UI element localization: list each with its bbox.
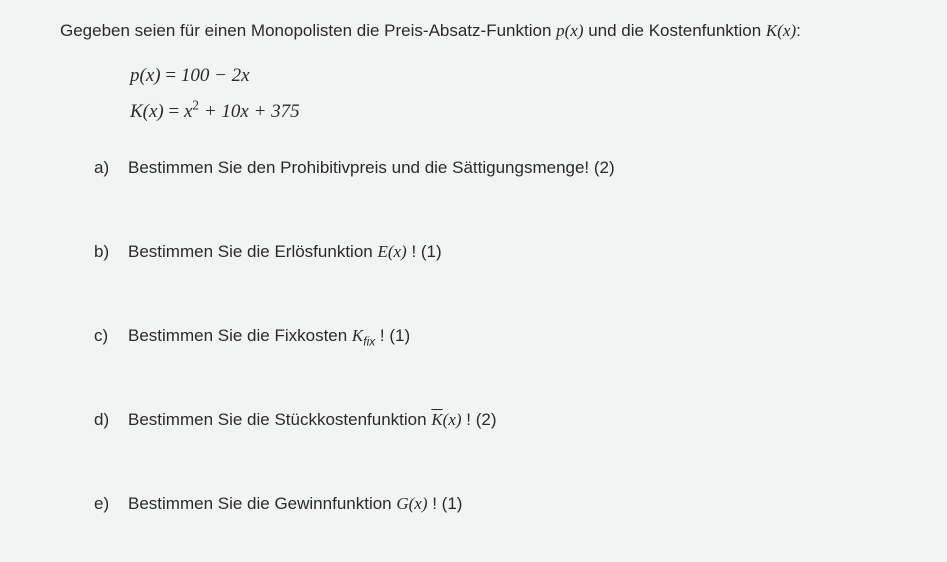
question-list: a) Bestimmen Sie den Prohibitivpreis und… xyxy=(94,158,907,514)
q-e-arg: (x) xyxy=(409,494,428,513)
q-e-pre: Bestimmen Sie die Gewinnfunktion xyxy=(128,494,396,513)
intro-suffix: : xyxy=(796,21,801,40)
q-text-e: Bestimmen Sie die Gewinnfunktion G(x) ! … xyxy=(128,494,907,514)
formula-block: p(x) = 100 − 2x K(x) = x2 + 10x + 375 xyxy=(130,58,907,130)
q-e-post: ! (1) xyxy=(428,494,463,513)
q-d-pre: Bestimmen Sie die Stückkostenfunktion xyxy=(128,410,431,429)
question-a: a) Bestimmen Sie den Prohibitivpreis und… xyxy=(94,158,907,178)
q-b-pre: Bestimmen Sie die Erlösfunktion xyxy=(128,242,377,261)
q-b-sym: E xyxy=(377,242,387,261)
q-b-arg: (x) xyxy=(388,242,407,261)
question-b: b) Bestimmen Sie die Erlösfunktion E(x) … xyxy=(94,242,907,262)
q-letter-e: e) xyxy=(94,494,128,514)
q-e-sym: G xyxy=(396,494,408,513)
p-eq: = xyxy=(161,65,181,86)
question-d: d) Bestimmen Sie die Stückkostenfunktion… xyxy=(94,410,907,430)
intro-prefix: Gegeben seien für einen Monopolisten die… xyxy=(60,21,556,40)
q-text-d: Bestimmen Sie die Stückkostenfunktion K(… xyxy=(128,410,907,430)
k-tail: + 10x + 375 xyxy=(199,101,300,122)
exercise-page: Gegeben seien für einen Monopolisten die… xyxy=(0,0,947,562)
intro-fn-p: p(x) xyxy=(556,21,583,40)
k-lhs: K(x) xyxy=(130,101,164,122)
q-c-pre: Bestimmen Sie die Fixkosten xyxy=(128,326,352,345)
q-b-post: ! (1) xyxy=(407,242,442,261)
q-text-c: Bestimmen Sie die Fixkosten Kfix ! (1) xyxy=(128,326,907,346)
q-d-post: ! (2) xyxy=(462,410,497,429)
intro-mid: und die Kostenfunktion xyxy=(584,21,766,40)
q-text-a: Bestimmen Sie den Prohibitivpreis und di… xyxy=(128,158,907,178)
q-d-sym: K xyxy=(431,410,442,429)
intro-paragraph: Gegeben seien für einen Monopolisten die… xyxy=(60,18,907,44)
formula-k: K(x) = x2 + 10x + 375 xyxy=(130,94,907,130)
q-d-arg: (x) xyxy=(443,410,462,429)
q-text-b: Bestimmen Sie die Erlösfunktion E(x) ! (… xyxy=(128,242,907,262)
question-e: e) Bestimmen Sie die Gewinnfunktion G(x)… xyxy=(94,494,907,514)
q-letter-b: b) xyxy=(94,242,128,262)
q-c-sub: fix xyxy=(363,334,375,348)
formula-p: p(x) = 100 − 2x xyxy=(130,58,907,94)
k-eq: = xyxy=(164,101,184,122)
p-lhs: p(x) xyxy=(130,65,161,86)
p-rhs: 100 − 2x xyxy=(181,65,250,86)
intro-fn-k: K(x) xyxy=(766,21,796,40)
q-letter-d: d) xyxy=(94,410,128,430)
q-letter-c: c) xyxy=(94,326,128,346)
q-c-sym: K xyxy=(352,326,363,345)
q-c-post: ! (1) xyxy=(375,326,410,345)
q-letter-a: a) xyxy=(94,158,128,178)
question-c: c) Bestimmen Sie die Fixkosten Kfix ! (1… xyxy=(94,326,907,346)
